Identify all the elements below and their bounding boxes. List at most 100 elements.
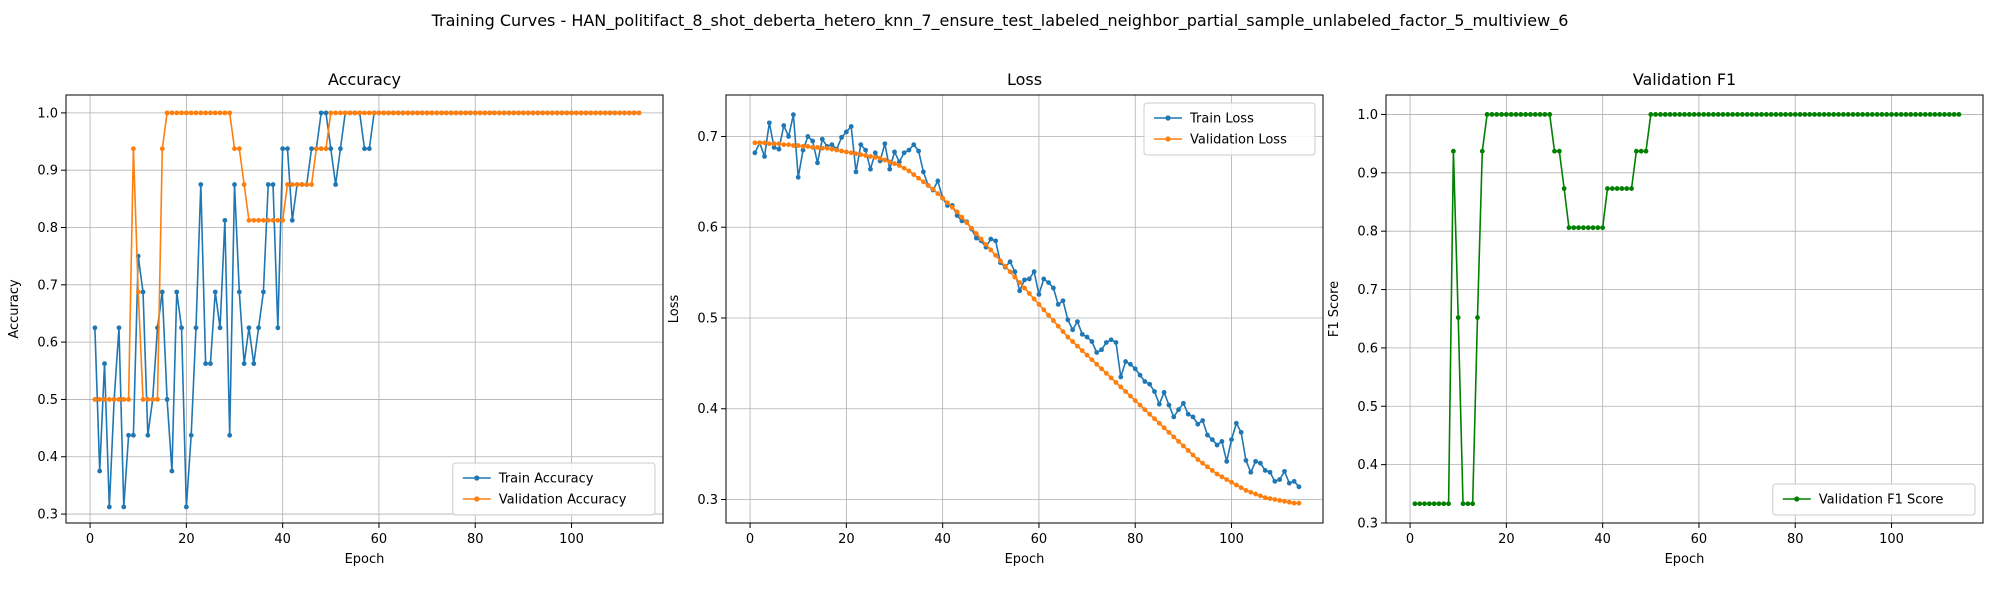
data-point bbox=[323, 110, 329, 116]
data-point bbox=[270, 217, 276, 223]
data-point bbox=[848, 150, 854, 156]
data-point bbox=[829, 142, 835, 148]
data-point bbox=[362, 110, 367, 116]
data-point bbox=[1431, 501, 1437, 507]
data-point bbox=[1792, 112, 1798, 117]
data-point bbox=[1547, 112, 1553, 117]
data-point bbox=[578, 110, 584, 116]
data-point bbox=[530, 110, 536, 116]
data-point bbox=[1537, 112, 1543, 117]
data-point bbox=[1744, 112, 1750, 117]
data-point bbox=[1918, 112, 1923, 117]
data-point bbox=[1137, 402, 1143, 408]
data-point bbox=[1079, 348, 1085, 354]
data-point bbox=[159, 146, 165, 152]
data-point bbox=[179, 110, 184, 116]
data-point bbox=[949, 204, 955, 210]
data-point bbox=[988, 236, 994, 242]
data-point bbox=[1070, 327, 1076, 333]
data-point bbox=[1036, 301, 1042, 307]
data-point bbox=[1624, 186, 1630, 191]
data-point bbox=[1233, 482, 1239, 488]
data-point bbox=[289, 182, 295, 187]
data-point bbox=[1710, 112, 1716, 117]
data-point bbox=[1171, 434, 1177, 440]
data-point bbox=[390, 110, 396, 116]
data-point bbox=[1156, 401, 1162, 407]
data-point bbox=[800, 144, 806, 149]
data-point bbox=[1739, 112, 1745, 117]
data-point bbox=[236, 146, 242, 152]
data-point bbox=[116, 325, 122, 331]
data-point bbox=[762, 154, 767, 159]
data-point bbox=[1701, 112, 1707, 117]
x-tick-label: 80 bbox=[1787, 532, 1804, 547]
data-point bbox=[1513, 112, 1519, 117]
data-point bbox=[501, 110, 507, 116]
data-point bbox=[1185, 411, 1191, 417]
data-point bbox=[1007, 269, 1013, 275]
data-point bbox=[1108, 375, 1114, 381]
data-point bbox=[400, 110, 406, 116]
x-tick-label: 20 bbox=[178, 532, 195, 547]
data-point bbox=[126, 397, 131, 402]
data-point bbox=[328, 146, 334, 152]
y-tick-label: 1.0 bbox=[37, 106, 58, 121]
x-axis-label: Epoch bbox=[1665, 552, 1705, 567]
data-point bbox=[251, 361, 257, 367]
legend-box bbox=[1143, 102, 1316, 156]
data-point bbox=[97, 397, 103, 402]
data-point bbox=[217, 110, 223, 116]
data-point bbox=[1238, 429, 1244, 435]
data-point bbox=[246, 325, 252, 331]
data-point bbox=[1002, 263, 1008, 269]
data-point bbox=[1706, 112, 1711, 117]
x-tick-label: 80 bbox=[467, 532, 484, 547]
data-point bbox=[1783, 112, 1788, 117]
data-point bbox=[1845, 112, 1851, 117]
data-point bbox=[1200, 460, 1206, 466]
data-point bbox=[270, 182, 276, 187]
axes-frame bbox=[65, 94, 664, 524]
data-point bbox=[1176, 439, 1181, 444]
data-point bbox=[766, 120, 772, 126]
data-point bbox=[294, 182, 300, 187]
data-point bbox=[973, 231, 979, 236]
data-point bbox=[1060, 298, 1066, 304]
data-point bbox=[97, 468, 103, 474]
data-point bbox=[183, 110, 189, 116]
x-tick-label: 100 bbox=[1219, 532, 1244, 547]
data-point bbox=[993, 252, 999, 258]
data-point bbox=[140, 289, 146, 295]
data-point bbox=[1214, 471, 1220, 477]
data-point bbox=[921, 179, 926, 185]
data-point bbox=[1609, 186, 1615, 191]
x-tick-label: 0 bbox=[86, 532, 94, 547]
data-point bbox=[901, 150, 907, 156]
data-point bbox=[1123, 389, 1128, 394]
data-point bbox=[468, 110, 473, 116]
data-point bbox=[1629, 186, 1634, 191]
data-point bbox=[232, 146, 237, 152]
data-point bbox=[815, 160, 820, 166]
x-axis-label: Epoch bbox=[1005, 552, 1045, 567]
data-point bbox=[1166, 429, 1172, 435]
data-point bbox=[1816, 112, 1822, 117]
data-point bbox=[549, 110, 555, 116]
data-point bbox=[1113, 380, 1119, 385]
data-point bbox=[1099, 366, 1104, 372]
legend-swatch-marker bbox=[1794, 496, 1800, 502]
data-point bbox=[1291, 478, 1297, 484]
data-point bbox=[1446, 501, 1451, 507]
data-point bbox=[1821, 112, 1827, 117]
data-point bbox=[1812, 112, 1817, 117]
data-point bbox=[810, 138, 816, 144]
data-point bbox=[492, 110, 497, 116]
x-tick-label: 20 bbox=[1498, 532, 1515, 547]
data-point bbox=[1889, 112, 1894, 117]
data-point bbox=[1166, 402, 1172, 408]
data-point bbox=[1089, 339, 1095, 344]
data-point bbox=[265, 217, 271, 223]
legend-label: Train Accuracy bbox=[498, 472, 594, 487]
